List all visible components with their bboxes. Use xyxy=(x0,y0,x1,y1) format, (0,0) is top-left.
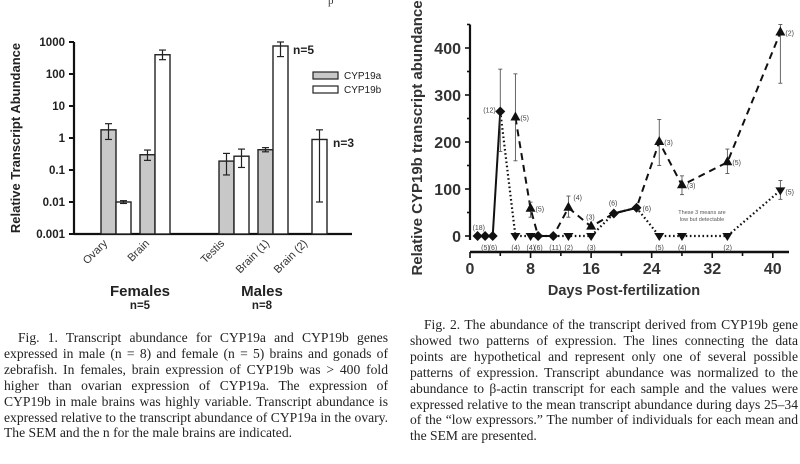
n-label: (2) xyxy=(723,245,732,252)
figure-2-caption: Fig. 2. The abundance of the transcript … xyxy=(410,317,798,444)
marker-triangle-down xyxy=(563,233,574,241)
n-label: (5) xyxy=(536,207,545,214)
figure-1-chart: p 1000 100 10 1 0.1 0.01 0.001 Relative Transcr… xyxy=(8,0,382,312)
x-tick-label: 40 xyxy=(764,261,782,278)
marker-triangle-up xyxy=(586,220,597,230)
x-tick-label: 8 xyxy=(526,261,535,278)
n-label: (6) xyxy=(489,245,498,252)
marker-diamond xyxy=(548,231,559,241)
n-label: (3) xyxy=(687,183,696,190)
n-label: (5) xyxy=(655,245,664,252)
y-tick-label: 400 xyxy=(434,41,461,58)
marker-diamond xyxy=(480,231,491,241)
y-tick-label: 0.1 xyxy=(49,165,66,177)
n-label: (4) xyxy=(511,245,520,252)
series-line-low-expressors xyxy=(499,111,782,238)
figure-1-caption-text: Fig. 1. Transcript abundance for CYP19a … xyxy=(4,330,388,441)
marker-triangle-down xyxy=(525,233,536,241)
marker-triangle-down xyxy=(654,233,665,241)
n-label: (11) xyxy=(549,245,561,252)
figure-1-caption: Fig. 1. Transcript abundance for CYP19a … xyxy=(4,330,388,441)
marker-diamond xyxy=(495,106,506,117)
n-label: (2) xyxy=(564,245,573,252)
figure-2-caption-text: Fig. 2. The abundance of the transcript … xyxy=(410,317,798,444)
annotation-n: n=5 xyxy=(293,43,314,57)
n-label: (18) xyxy=(473,225,485,232)
series-line-early-solid xyxy=(477,111,502,237)
header-fragment: p xyxy=(328,0,334,7)
marker-triangle-up xyxy=(525,202,536,212)
group-label: Females xyxy=(110,283,170,300)
y-tick-label: 10 xyxy=(52,101,65,113)
x-tick-label: 0 xyxy=(466,261,475,278)
legend-label: CYP19b xyxy=(344,85,382,96)
marker-triangle-down xyxy=(510,233,521,241)
y-tick-label: 0 xyxy=(452,229,461,246)
marker-diamond xyxy=(487,231,498,241)
y-tick-label: 0.01 xyxy=(43,197,66,209)
n-label: (6) xyxy=(643,206,652,213)
n-label: (4) xyxy=(678,245,687,252)
annotation-line: These 3 means are xyxy=(678,210,725,216)
y-tick-label: 1 xyxy=(59,133,66,145)
y-tick-label: 100 xyxy=(46,69,65,81)
marker-triangle-down xyxy=(722,233,733,241)
n-label: (6) xyxy=(609,200,618,207)
n-label: (3) xyxy=(586,215,595,222)
group-n-label: n=5 xyxy=(130,300,151,312)
n-label: (5) xyxy=(520,116,529,123)
x-tick-label: 16 xyxy=(582,261,600,278)
marker-diamond xyxy=(631,202,642,213)
marker-diamond xyxy=(533,231,544,241)
n-label: (4) xyxy=(573,195,582,202)
marker-triangle-up xyxy=(654,136,665,145)
legend-swatch xyxy=(312,85,339,94)
y-axis-label: Relative Transcript Abundance xyxy=(8,43,23,233)
marker-triangle-up xyxy=(722,156,733,166)
marker-triangle-down xyxy=(586,233,597,241)
x-tick-label: 32 xyxy=(703,261,721,278)
n-label: (5) xyxy=(785,189,794,196)
marker-triangle-up xyxy=(563,201,574,211)
group-n-label: n=8 xyxy=(252,300,273,312)
n-label: (3) xyxy=(664,140,673,147)
marker-triangle-down xyxy=(775,187,786,196)
marker-triangle-up xyxy=(676,179,687,189)
marker-triangle-down xyxy=(676,233,687,241)
n-label: (4) xyxy=(527,245,536,252)
annotation-line: low but detectable xyxy=(680,217,724,223)
marker-diamond xyxy=(608,208,619,219)
n-label: (3) xyxy=(587,245,596,252)
y-tick-label: 300 xyxy=(434,88,461,105)
n-label: (6) xyxy=(534,245,543,252)
y-tick-label: 0.001 xyxy=(36,229,65,241)
y-tick-label: 200 xyxy=(434,135,461,152)
n-label: (5) xyxy=(732,160,741,167)
marker-diamond xyxy=(472,231,483,241)
group-label: Males xyxy=(241,283,283,300)
y-axis-label: Relative CYP19b transcript abundance xyxy=(409,0,426,275)
y-tick-label: 1000 xyxy=(39,37,65,49)
figure-2-chart: 0 100 200 300 400 0 8 16 24 32 40 Days Post-fertili… xyxy=(409,0,794,299)
marker-triangle-up xyxy=(510,111,521,121)
marker-triangle-up xyxy=(775,26,786,36)
legend-label: CYP19a xyxy=(344,71,382,82)
x-axis-label: Days Post-fertilization xyxy=(548,283,700,299)
annotation-n: n=3 xyxy=(333,136,354,150)
y-tick-label: 100 xyxy=(434,182,461,199)
n-label: (5) xyxy=(481,245,490,252)
series-line-high-expressors xyxy=(514,32,782,237)
n-label: (12) xyxy=(483,107,495,114)
n-label: (2) xyxy=(785,30,794,37)
legend-swatch xyxy=(312,71,339,80)
x-tick-label: 24 xyxy=(643,261,661,278)
